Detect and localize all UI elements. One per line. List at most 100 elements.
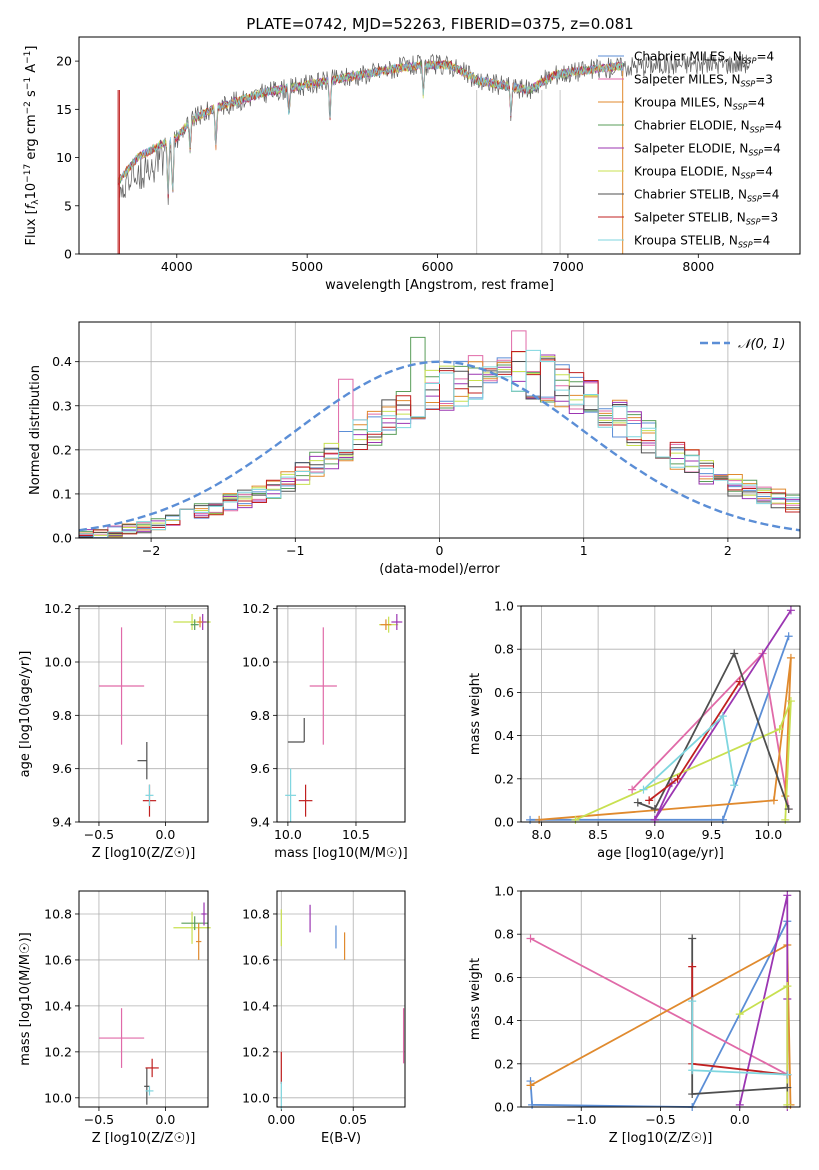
mass-weight-marker [786,606,795,615]
x-tick-label: 8000 [682,259,714,274]
y-axis-label: Flux [fλ10−17 erg cm−2 s−1 A−1] [23,46,41,246]
x-axis-label: Z [log10(Z/Z☉)] [92,1131,196,1146]
mass-weight-line-chabrier-stelib [637,651,790,811]
mass-weight-marker [783,1083,792,1092]
legend-entry: Salpeter STELIB, NSSP=3 [634,211,778,227]
y-tick-label: 0.6 [494,685,514,700]
y-tick-label: 10.0 [44,655,72,670]
y-axis-label: mass [log10(M/M☉)] [18,932,33,1065]
mass-weight-marker [783,1100,792,1109]
mass-weight-marker [735,1100,744,1109]
legend-entry: 𝒩(0, 1) [738,337,785,352]
y-tick-label: 0.0 [52,531,72,546]
x-tick-label: 0.0 [155,1112,175,1127]
mass-weight-line-kroupa-elodie [739,984,789,1105]
x-tick-label: 9.0 [645,827,665,842]
y-tick-label: 20 [56,54,72,69]
x-tick-label: 6000 [422,259,454,274]
mass-weight-marker [673,774,682,783]
mass-weight-line-salpeter-miles [631,651,790,810]
mass-weight-marker [571,815,580,824]
axes-frame [78,890,209,1108]
x-tick-label: −2 [142,543,160,558]
mass-weight-line-chabrier-miles [530,635,790,821]
legend-entry: Salpeter ELODIE, NSSP=4 [634,142,781,158]
y-tick-label: 0.0 [494,1100,514,1115]
y-axis-label: mass weight [468,958,483,1040]
residuals-panel: −2 −1 0 1 2 0.0 0.1 0.2 0.3 0.4 𝒩(0, 1) (data-model… [28,321,801,577]
axes-frame [78,321,801,539]
y-tick-label: 0.2 [494,771,514,786]
y-tick-label: 10.8 [242,906,270,921]
mass-weight-marker [628,785,637,794]
y-tick-label: 0.0 [494,815,514,830]
y-tick-label: 0.8 [494,927,514,942]
y-tick-label: 0.6 [494,970,514,985]
mass-weight-marker [688,1066,697,1075]
age-vs-mass-panel: 10.0 10.5 9.4 9.6 9.8 10.0 10.2 mass [log10(M/M… [242,601,408,861]
mass-weight-marker [633,798,642,807]
mass-weight-marker [735,1010,744,1019]
y-tick-label: 0.2 [52,442,72,457]
x-tick-label: −0.5 [84,1112,114,1127]
mass-weight-marker [781,815,790,824]
y-tick-label: 10.2 [44,1044,72,1059]
y-tick-label: 0 [64,247,72,262]
axes-frame [276,605,406,823]
mass-weight-marker [639,785,648,794]
y-tick-label: 9.4 [250,815,270,830]
mass-vs-ebv-panel: 0.00 0.05 10.0 10.2 10.4 10.6 10.8 E(B-V) [242,890,406,1146]
legend-entry: Chabrier MILES, NSSP=4 [634,50,774,66]
legend-entry: Chabrier STELIB, NSSP=4 [634,188,779,204]
x-tick-label: −1 [286,543,304,558]
mass-weight-marker [783,982,792,991]
x-tick-label: 0.05 [339,1112,367,1127]
legend-entry: Salpeter MILES, NSSP=3 [634,73,773,89]
mass-weight-line-salpeter-miles [530,937,788,1076]
mass-weight-marker [535,815,544,824]
mass-weight-marker [718,815,727,824]
x-axis-label: Z [log10(Z/Z☉)] [92,846,196,861]
histogram-salpeter-stelib [78,351,801,538]
y-axis-label: Normed distribution [28,365,43,495]
y-tick-label: 0.4 [52,354,72,369]
mass-weight-marker [769,796,778,805]
y-tick-label: 15 [56,102,72,117]
x-axis-label: age [log10(age/yr)] [597,846,724,861]
x-tick-label: 0 [436,543,444,558]
mass-weight-marker [688,934,697,943]
histogram-kroupa-stelib [78,349,801,539]
spectrum-trace-kroupa-stelib [117,60,624,195]
y-tick-label: 0.2 [494,1056,514,1071]
x-tick-label: 7000 [552,259,584,274]
axes-frame [520,605,801,823]
axes-frame [78,36,801,255]
mass-weight-marker [528,1100,537,1109]
legend-entry: Chabrier ELODIE, NSSP=4 [634,119,782,135]
y-tick-label: 0.4 [494,728,514,743]
y-tick-label: 1.0 [494,599,514,614]
mass-weight-line-kroupa-miles [539,657,792,821]
mass-weight-marker [730,781,739,790]
mass-weight-marker [645,796,654,805]
mass-weight-marker [718,712,727,721]
legend-entry: Kroupa MILES, NSSP=4 [634,96,765,112]
y-tick-label: 10.2 [242,601,270,616]
x-tick-label: −1.0 [566,1112,596,1127]
massweight-vs-age-panel: 8.0 8.5 9.0 9.5 10.0 0.0 0.2 0.4 0.6 0.8 1.0 age [l… [468,599,801,861]
y-tick-label: 10.6 [242,952,270,967]
y-tick-label: 0.1 [52,486,72,501]
x-axis-label: (data-model)/error [379,562,500,577]
mass-weight-marker [784,805,793,814]
mass-weight-marker [730,649,739,658]
y-tick-label: 10.0 [242,1090,270,1105]
y-tick-label: 10.2 [44,601,72,616]
x-axis-label: E(B-V) [321,1131,361,1146]
mass-weight-marker [526,934,535,943]
y-tick-label: 1.0 [494,884,514,899]
x-tick-label: −0.5 [84,827,114,842]
y-tick-label: 10.0 [44,1090,72,1105]
legend-entry: Kroupa ELODIE, NSSP=4 [634,165,773,181]
y-tick-label: 10.2 [242,1044,270,1059]
